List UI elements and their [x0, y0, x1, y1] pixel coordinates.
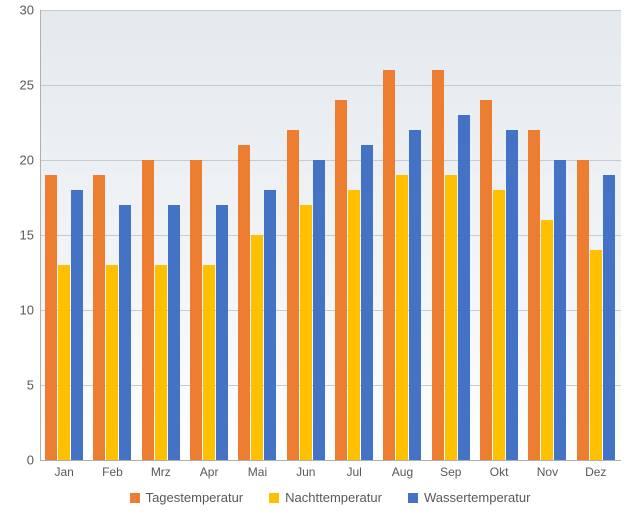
bar: [155, 265, 167, 460]
x-axis-labels: JanFebMrzAprMaiJunJulAugSepOktNovDez: [40, 465, 620, 479]
legend-swatch: [408, 493, 418, 503]
bar: [71, 190, 83, 460]
bar: [238, 145, 250, 460]
bar: [119, 205, 131, 460]
bar: [445, 175, 457, 460]
y-tick-label: 15: [0, 228, 34, 243]
bar: [590, 250, 602, 460]
bar: [577, 160, 589, 460]
y-tick-label: 25: [0, 78, 34, 93]
bar: [251, 235, 263, 460]
y-tick-label: 10: [0, 303, 34, 318]
bar: [264, 190, 276, 460]
bar: [409, 130, 421, 460]
bar: [348, 190, 360, 460]
bar: [458, 115, 470, 460]
x-tick-label: Feb: [88, 465, 136, 479]
legend-label: Nachttemperatur: [285, 490, 382, 505]
temperature-chart: 0 5 10 15 20 25 30 JanFebMrzAprMaiJunJulAugSep…: [0, 0, 630, 518]
month-group: [137, 10, 185, 460]
legend-item: Nachttemperatur: [269, 490, 382, 505]
y-tick-label: 20: [0, 153, 34, 168]
x-tick-label: Jul: [330, 465, 378, 479]
month-group: [40, 10, 88, 460]
legend-label: Wassertemperatur: [424, 490, 530, 505]
x-tick-label: Aug: [378, 465, 426, 479]
month-group: [572, 10, 620, 460]
bar: [106, 265, 118, 460]
x-tick-label: Apr: [185, 465, 233, 479]
bar: [554, 160, 566, 460]
legend: Tagestemperatur Nachttemperatur Wassertemp…: [40, 490, 620, 505]
bar: [361, 145, 373, 460]
x-tick-label: Sep: [427, 465, 475, 479]
bar: [541, 220, 553, 460]
x-tick-label: Jun: [282, 465, 330, 479]
bar: [528, 130, 540, 460]
bar: [313, 160, 325, 460]
x-tick-label: Mai: [233, 465, 281, 479]
bar: [45, 175, 57, 460]
bar: [383, 70, 395, 460]
bar: [203, 265, 215, 460]
month-group: [475, 10, 523, 460]
bar: [480, 100, 492, 460]
x-tick-label: Okt: [475, 465, 523, 479]
legend-swatch: [130, 493, 140, 503]
x-tick-label: Jan: [40, 465, 88, 479]
month-group: [233, 10, 281, 460]
bar: [432, 70, 444, 460]
bar: [603, 175, 615, 460]
bar: [506, 130, 518, 460]
y-tick-label: 5: [0, 378, 34, 393]
x-tick-label: Mrz: [137, 465, 185, 479]
y-tick-label: 30: [0, 3, 34, 18]
x-tick-label: Dez: [572, 465, 620, 479]
bar: [93, 175, 105, 460]
x-tick-label: Nov: [523, 465, 571, 479]
legend-label: Tagestemperatur: [146, 490, 244, 505]
month-group: [427, 10, 475, 460]
bar: [300, 205, 312, 460]
month-group: [330, 10, 378, 460]
legend-item: Tagestemperatur: [130, 490, 244, 505]
month-group: [185, 10, 233, 460]
legend-swatch: [269, 493, 279, 503]
month-group: [282, 10, 330, 460]
month-group: [378, 10, 426, 460]
month-group: [88, 10, 136, 460]
bar: [287, 130, 299, 460]
month-group: [523, 10, 571, 460]
legend-item: Wassertemperatur: [408, 490, 530, 505]
bar: [216, 205, 228, 460]
y-tick-label: 0: [0, 453, 34, 468]
bar: [142, 160, 154, 460]
bar: [168, 205, 180, 460]
bar: [335, 100, 347, 460]
bar: [58, 265, 70, 460]
bar: [396, 175, 408, 460]
bar: [493, 190, 505, 460]
bar: [190, 160, 202, 460]
bars-container: [40, 10, 620, 460]
